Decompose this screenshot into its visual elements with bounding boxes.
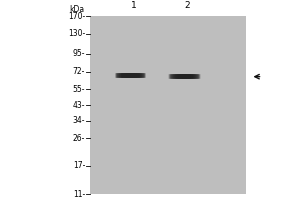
Text: 43-: 43-: [73, 101, 85, 110]
Text: kDa: kDa: [69, 5, 84, 14]
Text: 17-: 17-: [73, 161, 85, 170]
Text: 2: 2: [185, 1, 190, 10]
Text: 11-: 11-: [73, 190, 85, 199]
Text: 130-: 130-: [68, 29, 85, 38]
Text: 26-: 26-: [73, 134, 85, 143]
Text: 34-: 34-: [73, 116, 85, 125]
FancyBboxPatch shape: [90, 16, 246, 194]
Text: 95-: 95-: [73, 49, 85, 58]
Text: 170-: 170-: [68, 12, 85, 21]
Text: 72-: 72-: [73, 67, 85, 76]
Text: 55-: 55-: [73, 85, 85, 94]
Text: 1: 1: [130, 1, 136, 10]
